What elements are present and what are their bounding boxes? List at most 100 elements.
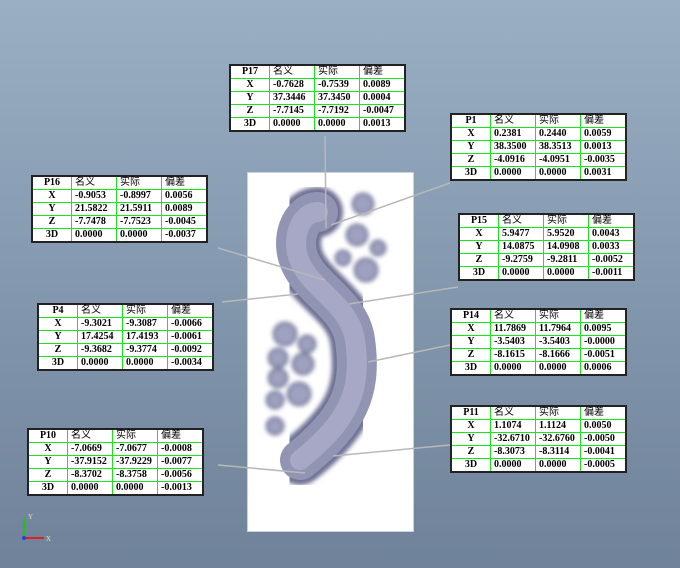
value-cell: -9.3021	[77, 317, 123, 331]
value-cell: 1.1124	[535, 419, 581, 433]
value-cell: -9.2811	[543, 253, 589, 267]
value-cell: -0.0092	[167, 343, 214, 357]
column-header: 实际	[535, 405, 581, 420]
table-row: Y 17.4254 17.4193 -0.0061	[37, 330, 214, 344]
z-axis-arrow	[22, 536, 26, 540]
value-cell: 0.0000	[535, 166, 581, 181]
row-label: 3D	[37, 356, 78, 371]
point-id: P4	[37, 303, 78, 318]
value-cell: -3.5403	[490, 335, 536, 349]
table-row: Z -8.3702 -8.3758 -0.0056	[27, 468, 204, 482]
value-cell: -7.0677	[112, 442, 158, 456]
value-cell: 0.0000	[543, 266, 589, 281]
leader-p15	[348, 286, 459, 305]
column-header: 偏差	[580, 308, 627, 323]
row-label: X	[450, 127, 491, 141]
row-label: Y	[450, 432, 491, 446]
table-row: 3D 0.0000 0.0000 -0.0034	[37, 356, 214, 371]
point-id: P11	[450, 405, 491, 420]
value-cell: 0.0089	[161, 202, 208, 216]
table-row: X 1.1074 1.1124 0.0050	[450, 419, 627, 433]
table-row: 3D 0.0000 0.0000 -0.0037	[31, 228, 208, 243]
column-header: 实际	[112, 428, 158, 443]
row-label: X	[229, 78, 270, 92]
value-cell: 0.2440	[535, 127, 581, 141]
value-cell: -0.0050	[580, 432, 627, 446]
value-cell: 0.0000	[490, 361, 536, 376]
leader-p1	[330, 182, 451, 226]
table-row: X 5.9477 5.9520 0.0043	[458, 227, 635, 241]
value-cell: -0.0056	[157, 468, 204, 482]
value-cell: -3.5403	[535, 335, 581, 349]
value-cell: -0.0005	[580, 458, 627, 473]
value-cell: -7.7523	[116, 215, 162, 229]
column-header: 偏差	[359, 64, 406, 79]
value-cell: -0.7539	[314, 78, 360, 92]
table-row: X 0.2381 0.2440 0.0059	[450, 127, 627, 141]
column-header: 偏差	[580, 113, 627, 128]
leader-p11	[332, 444, 451, 457]
column-header: 名义	[498, 213, 544, 228]
value-cell: -0.8997	[116, 189, 162, 203]
column-header: 实际	[122, 303, 168, 318]
y-axis-label: Y	[28, 513, 33, 521]
value-cell: 17.4254	[77, 330, 123, 344]
value-cell: -32.6710	[490, 432, 536, 446]
row-label: Z	[450, 445, 491, 459]
point-table-p14: P14 名义 实际 偏差 X 11.7869 11.7964 0.0095 Y -3.5403 -3…	[450, 308, 627, 376]
column-header: 实际	[535, 113, 581, 128]
value-cell: 0.0000	[67, 481, 113, 496]
value-cell: -0.0037	[161, 228, 208, 243]
value-cell: -9.3087	[122, 317, 168, 331]
row-label: Y	[450, 335, 491, 349]
table-row: Z -8.3073 -8.3114 -0.0041	[450, 445, 627, 459]
column-header: 实际	[116, 175, 162, 190]
column-header: 偏差	[167, 303, 214, 318]
leader-p10	[217, 464, 306, 474]
column-header: 偏差	[157, 428, 204, 443]
row-label: Z	[458, 253, 499, 267]
table-row: Y 38.3500 38.3513 0.0013	[450, 140, 627, 154]
table-row: Y -32.6710 -32.6760 -0.0050	[450, 432, 627, 446]
row-label: Y	[458, 240, 499, 254]
value-cell: -0.0035	[580, 153, 627, 167]
column-header: 名义	[490, 308, 536, 323]
value-cell: -9.3682	[77, 343, 123, 357]
value-cell: 0.0031	[580, 166, 627, 181]
table-row: X -7.0669 -7.0677 -0.0008	[27, 442, 204, 456]
row-label: Z	[450, 153, 491, 167]
x-axis-label: X	[46, 535, 51, 543]
table-row: 3D 0.0000 0.0000 -0.0011	[458, 266, 635, 281]
column-header: 名义	[71, 175, 117, 190]
leader-p14	[367, 344, 451, 363]
value-cell: 0.0013	[580, 140, 627, 154]
value-cell: -0.0061	[167, 330, 214, 344]
row-label: Z	[37, 343, 78, 357]
value-cell: 0.0000	[122, 356, 168, 371]
value-cell: -0.9053	[71, 189, 117, 203]
value-cell: 11.7964	[535, 322, 581, 336]
value-cell: 0.0000	[71, 228, 117, 243]
point-id: P10	[27, 428, 68, 443]
column-header: 偏差	[161, 175, 208, 190]
row-label: X	[31, 189, 72, 203]
row-label: Y	[229, 91, 270, 105]
point-table-p16: P16 名义 实际 偏差 X -0.9053 -0.8997 0.0056 Y 21.5822 21…	[31, 175, 208, 243]
table-row: X -0.7628 -0.7539 0.0089	[229, 78, 406, 92]
point-id: P15	[458, 213, 499, 228]
table-row: 3D 0.0000 0.0000 0.0013	[229, 117, 406, 132]
value-cell: 0.2381	[490, 127, 536, 141]
column-header: 名义	[490, 405, 536, 420]
value-cell: -0.0008	[157, 442, 204, 456]
row-label: Y	[31, 202, 72, 216]
value-cell: -7.7192	[314, 104, 360, 118]
point-id: P14	[450, 308, 491, 323]
value-cell: 14.0875	[498, 240, 544, 254]
row-label: X	[27, 442, 68, 456]
value-cell: 0.0000	[314, 117, 360, 132]
value-cell: -4.0951	[535, 153, 581, 167]
value-cell: -9.3774	[122, 343, 168, 357]
value-cell: 17.4193	[122, 330, 168, 344]
